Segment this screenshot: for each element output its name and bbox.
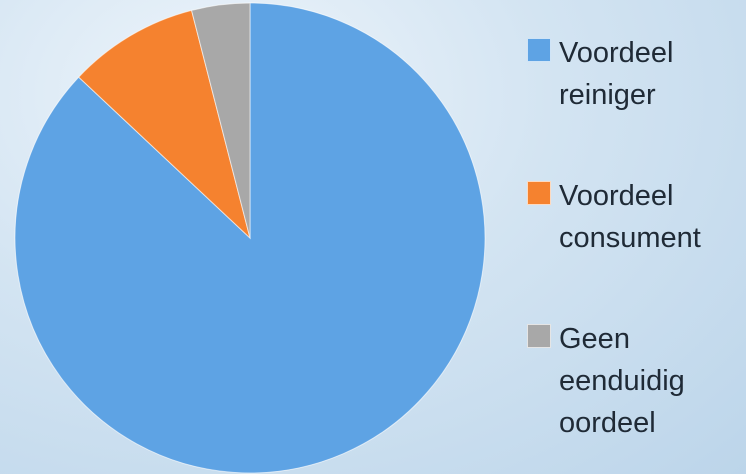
legend-swatch bbox=[527, 324, 551, 348]
legend-label: Voordeel reiniger bbox=[559, 37, 674, 111]
pie-slice bbox=[190, 2, 251, 239]
pie-slice bbox=[77, 9, 251, 240]
legend-item: Geen eenduidig oordeel bbox=[527, 318, 742, 444]
legend-label: Geen eenduidig oordeel bbox=[559, 323, 685, 439]
legend-label: Voordeel consument bbox=[559, 180, 701, 254]
legend-item: Voordeel consument bbox=[527, 175, 742, 259]
pie bbox=[14, 2, 486, 474]
legend-item: Voordeel reiniger bbox=[527, 32, 742, 116]
legend-swatch bbox=[527, 181, 551, 205]
legend-swatch bbox=[527, 38, 551, 62]
